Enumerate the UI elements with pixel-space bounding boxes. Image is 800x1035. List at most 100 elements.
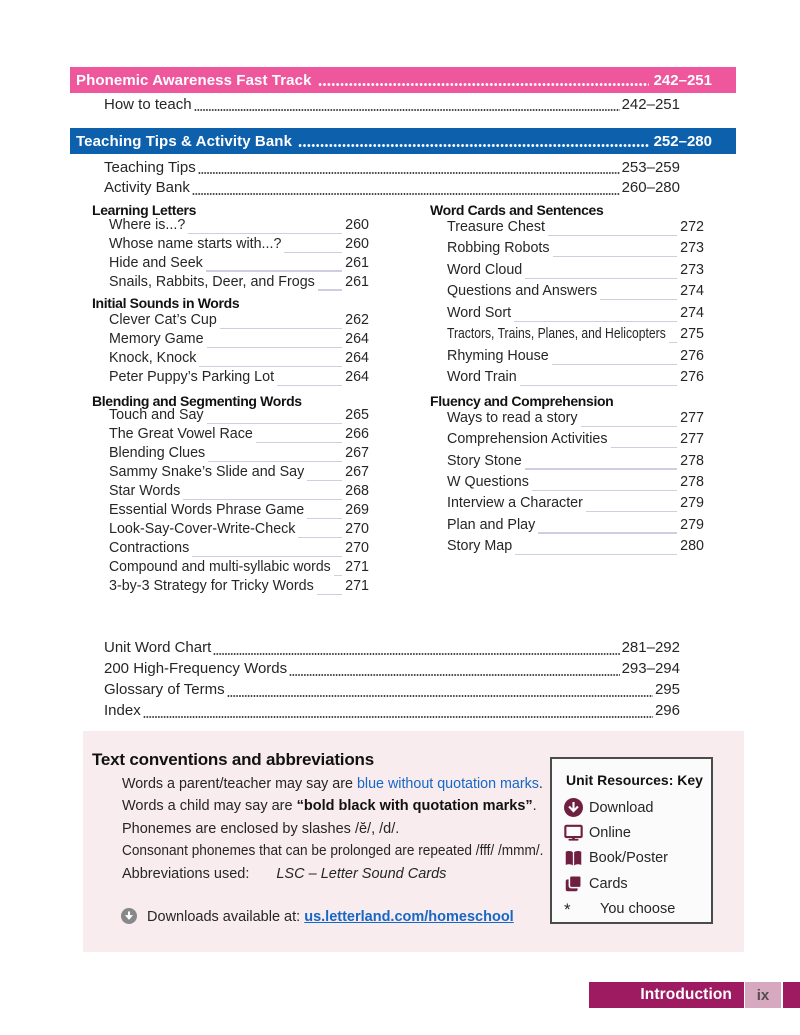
- toc-activity-page: 272: [680, 218, 704, 235]
- conventions-line: Words a child may say are “bold black wi…: [122, 797, 537, 816]
- toc-row: Unit Word Chart 281–292: [104, 639, 680, 658]
- toc-activity-row: Essential Words Phrase Game 269: [109, 502, 369, 521]
- toc-activity-page: 274: [680, 304, 704, 321]
- toc-activity-page: 277: [680, 409, 704, 426]
- toc-section-heading: Word Cards and Sentences: [430, 201, 604, 218]
- toc-activity-label: Snails, Rabbits, Deer, and Frogs: [109, 273, 315, 290]
- toc-activity-row: Compound and multi-syllabic words 271: [109, 559, 369, 578]
- toc-entry-label: Activity Bank: [104, 179, 190, 197]
- dot-leader: [298, 143, 649, 148]
- toc-activity-label: Word Train: [447, 369, 517, 386]
- toc-activity-page: 264: [345, 330, 369, 347]
- asterisk-icon: *: [564, 899, 571, 919]
- toc-activity-label: Look-Say-Cover-Write-Check: [109, 521, 296, 538]
- toc-row: Glossary of Terms 295: [104, 681, 680, 700]
- toc-activity-page: 276: [680, 347, 704, 364]
- toc-activity-page: 264: [345, 349, 369, 366]
- conventions-title: Text conventions and abbreviations: [92, 750, 374, 769]
- line-leader: [514, 320, 678, 322]
- toc-entry-pages: 260–280: [621, 179, 680, 197]
- conventions-segment-plain: Words a child may say are: [122, 798, 297, 814]
- banner-pages: 242–251: [653, 71, 712, 89]
- downloads-text: Downloads available at:: [147, 909, 305, 925]
- toc-activity-label: Memory Game: [109, 330, 204, 347]
- toc-activity-page: 267: [345, 445, 369, 462]
- conventions-segment-plain: Abbreviations used:: [122, 865, 250, 882]
- toc-row: Index 296: [104, 702, 680, 721]
- toc-activity-row: Tractors, Trains, Planes, and Helicopter…: [447, 326, 704, 345]
- line-leader: [524, 468, 678, 470]
- line-leader: [531, 489, 678, 491]
- line-leader: [192, 556, 343, 558]
- dot-leader: [197, 171, 620, 175]
- toc-row: Teaching Tips 253–259: [104, 159, 680, 178]
- toc-activity-label: Touch and Say: [109, 407, 204, 424]
- dot-leader: [193, 108, 620, 112]
- key-row-download: Download: [564, 798, 654, 818]
- toc-activity-label: Whose name starts with...?: [109, 235, 282, 252]
- toc-entry-label: How to teach: [104, 95, 192, 113]
- toc-activity-row: Peter Puppy’s Parking Lot 264: [109, 369, 369, 388]
- monitor-icon: [564, 823, 583, 842]
- toc-activity-page: 276: [680, 369, 704, 386]
- toc-activity-page: 262: [345, 312, 369, 328]
- toc-entry-pages: 281–292: [621, 639, 680, 656]
- toc-entry-label: 200 High-Frequency Words: [104, 660, 288, 677]
- toc-activity-page: 261: [345, 273, 369, 290]
- line-leader: [277, 384, 343, 386]
- toc-activity-row: Sammy Snake’s Slide and Say 267: [109, 464, 369, 483]
- toc-activity-page: 269: [345, 502, 369, 519]
- toc-activity-label: Sammy Snake’s Slide and Say: [109, 464, 305, 481]
- toc-activity-row: Rhyming House 276: [447, 348, 704, 367]
- line-leader: [600, 299, 678, 301]
- banner-teaching-tips: Teaching Tips & Activity Bank 252–280: [70, 128, 736, 154]
- toc-activity-page: 278: [680, 452, 704, 469]
- line-leader: [580, 425, 678, 427]
- toc-activity-row: Robbing Robots 273: [447, 240, 704, 259]
- toc-activity-row: 3-by-3 Strategy for Tricky Words 271: [109, 578, 369, 597]
- toc-entry-label: Teaching Tips: [104, 158, 196, 176]
- toc-activity-page: 270: [345, 521, 369, 538]
- toc-activity-page: 274: [680, 283, 704, 300]
- unit-resources-key-box: Unit Resources: Key Download Online Book/P…: [550, 757, 713, 924]
- conventions-segment-plain: Words a parent/teacher may say are: [122, 775, 357, 792]
- key-row-book-poster: Book/Poster: [564, 848, 668, 868]
- key-label: Book/Poster: [589, 850, 668, 867]
- downloads-link[interactable]: us.letterland.com/homeschool: [304, 909, 514, 925]
- dot-leader: [191, 191, 620, 196]
- line-leader: [610, 447, 678, 449]
- line-leader: [219, 327, 343, 329]
- toc-entry-label: Index: [104, 702, 141, 719]
- toc-activity-label: Peter Puppy’s Parking Lot: [109, 368, 275, 385]
- line-leader: [317, 289, 343, 291]
- open-book-icon: [564, 849, 583, 868]
- toc-activity-row: Questions and Answers 274: [447, 283, 704, 302]
- key-label: You choose: [600, 901, 676, 918]
- toc-activity-page: 279: [680, 495, 704, 512]
- downloads-row: Downloads available at: us.letterland.co…: [121, 908, 514, 927]
- line-leader: [284, 251, 343, 253]
- toc-activity-label: Knock, Knock: [109, 349, 197, 366]
- toc-entry-pages: 295: [654, 681, 680, 698]
- toc-activity-label: Questions and Answers: [447, 283, 598, 300]
- toc-activity-label: Rhyming House: [447, 347, 549, 364]
- banner-label: Teaching Tips & Activity Bank: [76, 132, 293, 150]
- toc-row: How to teach 242–251: [104, 96, 680, 115]
- toc-activity-label: Where is...?: [109, 216, 186, 233]
- toc-activity-label: Blending Clues: [109, 445, 206, 462]
- conventions-segment-plain: .: [538, 775, 543, 792]
- toc-activity-page: 273: [680, 261, 704, 278]
- toc-section-heading: Learning Letters: [92, 202, 197, 218]
- toc-activity-label: Contractions: [109, 540, 190, 557]
- conventions-segment-plain: Consonant phonemes that can be prolonged…: [122, 843, 544, 859]
- key-row-cards: Cards: [564, 874, 628, 894]
- line-leader: [205, 270, 343, 272]
- line-leader: [334, 575, 343, 577]
- line-leader: [307, 480, 343, 482]
- toc-activity-label: 3-by-3 Strategy for Tricky Words: [109, 578, 314, 595]
- toc-activity-label: Word Sort: [447, 304, 512, 321]
- toc-activity-page: 260: [345, 235, 369, 252]
- download-circle-icon: [121, 908, 137, 924]
- dot-leader: [226, 693, 653, 698]
- toc-activity-row: Snails, Rabbits, Deer, and Frogs 261: [109, 274, 369, 293]
